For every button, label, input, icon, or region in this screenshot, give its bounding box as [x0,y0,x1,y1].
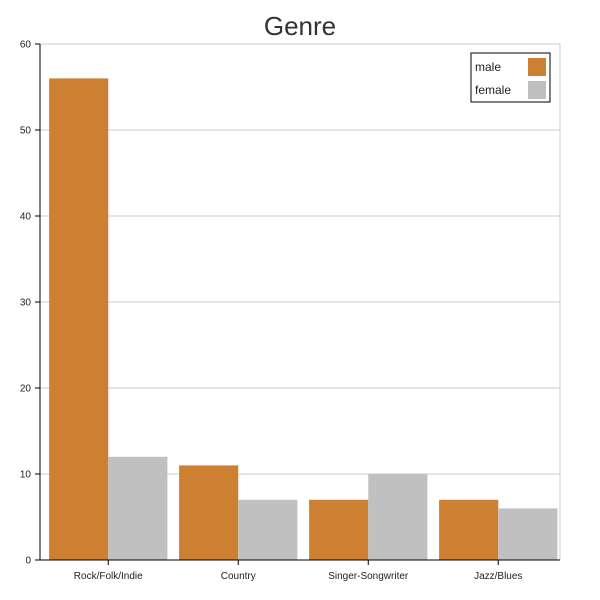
legend-swatch-male [528,58,546,76]
bar-female-4 [498,508,558,560]
bar-male-2 [179,465,239,560]
bar-female-3 [368,474,428,560]
y-tick-label: 40 [20,212,32,223]
y-tick-label: 60 [20,40,32,51]
y-tick-label: 50 [20,126,32,137]
x-tick-label: Jazz/Blues [474,571,522,582]
bar-female-1 [108,456,168,560]
axes: 0 10 20 30 40 50 60 Rock/Folk/Indie Country Singe… [20,40,560,582]
x-tick-label: Country [221,571,256,582]
bar-male-4 [439,499,499,560]
y-tick-label: 20 [20,384,32,395]
legend: male female [470,52,551,103]
bar-female-2 [238,499,298,560]
legend-label-male: male [475,60,501,74]
legend-swatch-female [528,81,546,99]
y-tick-label: 30 [20,298,32,309]
legend-label-female: female [475,83,511,97]
x-tick-label: Singer-Songwriter [328,571,409,582]
gridlines [40,43,561,560]
x-tick-label: Rock/Folk/Indie [74,571,143,582]
y-tick-label: 10 [20,470,32,481]
y-tick-label: 0 [25,556,31,567]
bar-male-1 [49,78,109,561]
chart-title: Genre [264,11,336,41]
bars [49,78,558,561]
bar-male-3 [309,499,369,560]
